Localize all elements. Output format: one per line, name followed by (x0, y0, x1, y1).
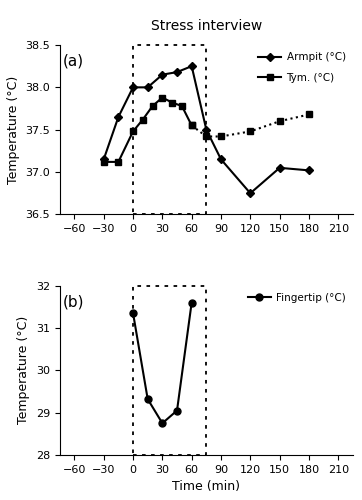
Fingertip (°C) (146, 396, 150, 402)
Armpit (°C) (248, 190, 252, 196)
Tym. (°C) (204, 134, 209, 140)
Legend: Fingertip (°C): Fingertip (°C) (246, 291, 348, 305)
Armpit (°C) (101, 156, 106, 162)
Fingertip (°C) (160, 420, 164, 426)
Text: Stress interview: Stress interview (151, 18, 262, 32)
Tym. (°C) (219, 134, 223, 140)
Tym. (°C) (190, 122, 194, 128)
Armpit (°C) (175, 69, 179, 75)
Line: Armpit (°C): Armpit (°C) (101, 63, 312, 196)
Y-axis label: Temperature (°C): Temperature (°C) (7, 76, 20, 184)
Legend: Armpit (°C), Tym. (°C): Armpit (°C), Tym. (°C) (256, 50, 348, 85)
Armpit (°C) (160, 72, 164, 78)
Tym. (°C) (307, 112, 311, 117)
Bar (133, 45, 206, 214)
Armpit (°C) (131, 84, 135, 90)
Y-axis label: Temperature (°C): Temperature (°C) (17, 316, 30, 424)
Tym. (°C) (277, 118, 282, 124)
Fingertip (°C) (190, 300, 194, 306)
Fingertip (°C) (131, 310, 135, 316)
Armpit (°C) (277, 165, 282, 171)
Tym. (°C) (248, 128, 252, 134)
Armpit (°C) (146, 84, 150, 90)
Text: (b): (b) (63, 294, 84, 309)
Line: Fingertip (°C): Fingertip (°C) (130, 299, 195, 426)
Armpit (°C) (219, 156, 223, 162)
Armpit (°C) (204, 126, 209, 132)
Line: Tym. (°C): Tym. (°C) (188, 111, 312, 140)
Fingertip (°C) (175, 408, 179, 414)
Armpit (°C) (116, 114, 121, 120)
Armpit (°C) (190, 63, 194, 69)
Text: (a): (a) (63, 54, 84, 68)
X-axis label: Time (min): Time (min) (172, 480, 240, 494)
Bar (133, 286, 206, 455)
Armpit (°C) (307, 168, 311, 173)
